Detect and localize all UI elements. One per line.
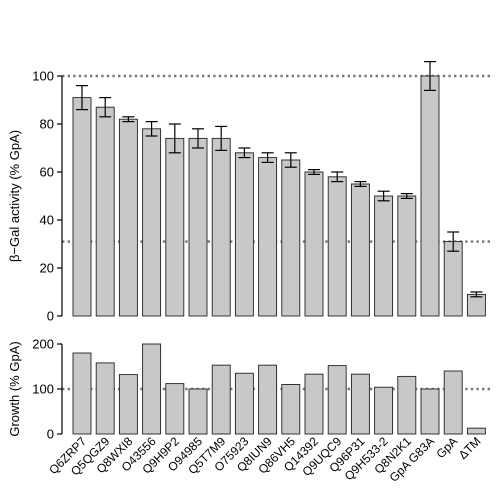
activity-bar bbox=[443, 241, 463, 317]
activity-y-axis-label: β−Gal activity (% GpA) bbox=[7, 130, 22, 262]
growth-bar bbox=[118, 374, 138, 435]
activity-bar bbox=[304, 171, 324, 317]
growth-y-axis-label: Growth (% GpA) bbox=[7, 341, 22, 436]
growth-bar bbox=[327, 365, 347, 435]
activity-bar bbox=[142, 128, 162, 317]
activity-bar bbox=[188, 137, 208, 317]
activity-y-tick-label: 60 bbox=[40, 165, 54, 180]
activity-bar bbox=[165, 137, 185, 317]
activity-bar bbox=[95, 106, 115, 317]
activity-bar bbox=[72, 97, 92, 317]
growth-y-tick-label: 100 bbox=[32, 382, 54, 397]
beta-gal-activity-panel: 0 20 40 60 80 100 β−Gal activity (% GpA) bbox=[7, 60, 492, 324]
growth-y-tick-label: 0 bbox=[47, 427, 54, 442]
growth-bar bbox=[397, 375, 417, 435]
growth-bar bbox=[211, 364, 231, 435]
growth-bar bbox=[72, 352, 92, 435]
activity-bar bbox=[420, 75, 440, 317]
growth-bar bbox=[304, 373, 324, 435]
activity-y-tick-label: 20 bbox=[40, 261, 54, 276]
growth-bar bbox=[234, 372, 254, 435]
category-label: ΔTM bbox=[456, 434, 484, 462]
activity-y-tick-label: 0 bbox=[47, 309, 54, 324]
activity-y-tick-label: 100 bbox=[32, 69, 54, 84]
activity-bar bbox=[327, 176, 347, 317]
category-labels: Q6ZRP7Q5QGZ9Q8WXI8O43556Q9H9P2O94985Q5T7… bbox=[46, 434, 483, 485]
growth-panel: 0 100 200 Growth (% GpA) bbox=[7, 337, 492, 442]
category-label: GpA bbox=[433, 434, 460, 461]
activity-bar bbox=[466, 293, 486, 317]
activity-y-tick-label: 80 bbox=[40, 117, 54, 132]
activity-bar bbox=[234, 152, 254, 317]
growth-bar bbox=[258, 364, 278, 435]
growth-bar bbox=[443, 370, 463, 435]
activity-bar bbox=[118, 118, 138, 317]
growth-bar bbox=[350, 373, 370, 435]
growth-bar bbox=[95, 362, 115, 435]
activity-bar bbox=[211, 137, 231, 317]
growth-bar bbox=[281, 384, 301, 435]
growth-y-tick-label: 200 bbox=[32, 337, 54, 352]
activity-y-tick-label: 40 bbox=[40, 213, 54, 228]
activity-bar bbox=[350, 183, 370, 317]
growth-bar bbox=[466, 427, 486, 435]
activity-bar bbox=[281, 159, 301, 317]
growth-bar bbox=[420, 388, 440, 435]
growth-bar bbox=[165, 383, 185, 435]
activity-bar bbox=[258, 157, 278, 317]
growth-bar bbox=[142, 343, 162, 435]
growth-bar bbox=[188, 388, 208, 435]
activity-bar bbox=[374, 195, 394, 317]
activity-bar bbox=[397, 195, 417, 317]
growth-bar bbox=[374, 386, 394, 435]
